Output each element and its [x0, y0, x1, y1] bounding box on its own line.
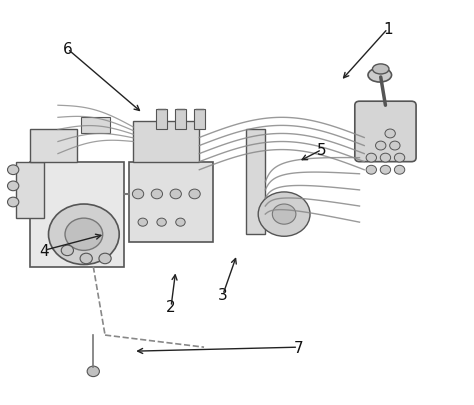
FancyBboxPatch shape	[246, 130, 265, 234]
Circle shape	[61, 245, 73, 256]
Ellipse shape	[368, 69, 392, 83]
Circle shape	[176, 219, 185, 227]
Text: 6: 6	[63, 42, 72, 57]
Circle shape	[258, 192, 310, 237]
Circle shape	[157, 219, 166, 227]
Circle shape	[366, 154, 376, 163]
Text: 1: 1	[383, 22, 392, 37]
Circle shape	[99, 254, 111, 264]
FancyBboxPatch shape	[156, 110, 167, 130]
FancyBboxPatch shape	[30, 162, 124, 267]
Circle shape	[273, 205, 296, 225]
Circle shape	[8, 166, 19, 175]
FancyBboxPatch shape	[194, 110, 205, 130]
Circle shape	[65, 219, 103, 251]
Circle shape	[394, 154, 405, 163]
Circle shape	[87, 366, 100, 377]
Circle shape	[138, 219, 147, 227]
FancyBboxPatch shape	[30, 130, 77, 162]
FancyBboxPatch shape	[16, 162, 44, 219]
Circle shape	[380, 166, 391, 175]
Circle shape	[385, 130, 395, 139]
Circle shape	[170, 190, 182, 199]
Text: 3: 3	[218, 288, 228, 303]
Text: 2: 2	[166, 300, 176, 315]
Circle shape	[8, 198, 19, 207]
Circle shape	[394, 166, 405, 175]
FancyBboxPatch shape	[82, 118, 110, 134]
Text: 5: 5	[317, 143, 327, 158]
Circle shape	[380, 154, 391, 163]
FancyBboxPatch shape	[133, 122, 199, 162]
Circle shape	[375, 142, 386, 151]
Circle shape	[390, 142, 400, 151]
FancyBboxPatch shape	[355, 102, 416, 162]
Circle shape	[366, 166, 376, 175]
Circle shape	[189, 190, 200, 199]
Circle shape	[48, 205, 119, 265]
Circle shape	[151, 190, 163, 199]
FancyBboxPatch shape	[128, 162, 213, 243]
FancyBboxPatch shape	[175, 110, 186, 130]
Circle shape	[132, 190, 144, 199]
Ellipse shape	[373, 65, 389, 75]
Circle shape	[80, 254, 92, 264]
Circle shape	[8, 181, 19, 191]
Text: 4: 4	[39, 243, 49, 258]
Text: 7: 7	[293, 340, 303, 355]
